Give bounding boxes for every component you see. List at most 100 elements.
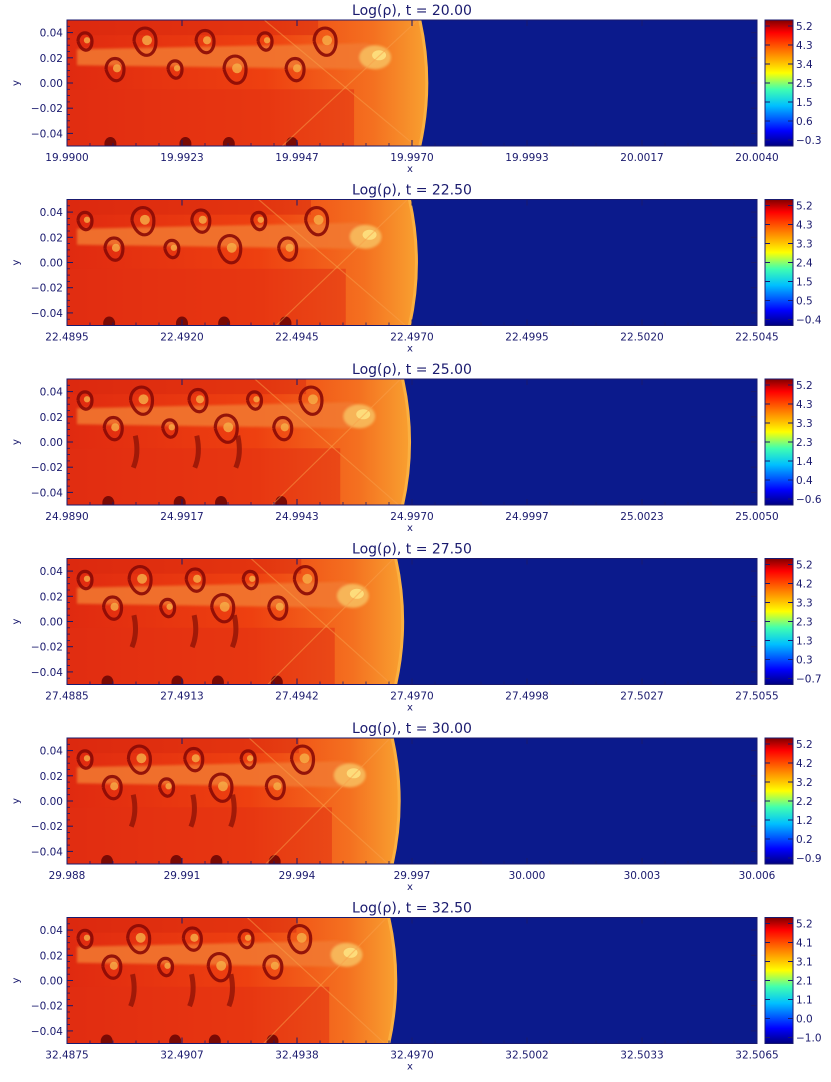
lower-band <box>67 627 335 685</box>
bottom-blob <box>103 316 116 326</box>
dark-streak <box>130 435 140 469</box>
bottom-blob <box>275 496 288 505</box>
eddy <box>210 593 236 624</box>
eddy-core <box>195 395 205 404</box>
eddy-core <box>308 394 318 405</box>
lower-band <box>67 986 330 1044</box>
y-tick-label: 0.04 <box>40 387 64 399</box>
panel-6: Log(ρ), t = 32.50 0.04 0.02 0.00 −0.02 −0.04 y… <box>11 901 822 1073</box>
eddy <box>187 387 209 414</box>
bottom-blob <box>100 1034 113 1044</box>
shock-line <box>254 379 399 505</box>
eddy <box>298 385 324 416</box>
x-axis-label: x <box>407 703 413 714</box>
bottom-blob <box>222 137 235 146</box>
eddy <box>126 744 152 775</box>
colorbar-tick-label: 5.2 <box>796 201 813 213</box>
eddy-core <box>166 603 173 610</box>
colorbar-tick-label: 4.2 <box>796 579 813 591</box>
x-tick-label: 22.5020 <box>620 332 663 344</box>
x-tick-label: 24.9943 <box>275 511 318 523</box>
eddy-core <box>198 215 207 224</box>
density-map <box>67 738 757 864</box>
colorbar-tick-label: −0.7 <box>796 674 822 686</box>
eddy <box>76 31 94 52</box>
eddy <box>181 926 203 952</box>
colorbar-tick-label: 2.5 <box>796 78 813 90</box>
x-tick-label: 22.4920 <box>160 332 203 344</box>
eddy <box>101 954 123 980</box>
eddy-core <box>216 960 227 971</box>
eddy-core <box>202 36 212 45</box>
x-tick-label: 32.5065 <box>735 1050 778 1062</box>
eddy <box>213 413 239 444</box>
y-tick-label: −0.02 <box>31 283 63 295</box>
upper-band <box>67 738 299 754</box>
upper-band <box>67 199 311 215</box>
colorbar-tick-label: 3.1 <box>796 957 813 969</box>
x-tick-label: 19.9970 <box>390 152 433 164</box>
eddy <box>267 595 289 621</box>
density-map <box>67 558 757 685</box>
colorbar-tick-label: 1.4 <box>796 456 813 468</box>
x-tick-label: 19.9993 <box>505 152 548 164</box>
eddy <box>241 569 259 591</box>
eddy-core <box>246 755 254 762</box>
shock-line <box>248 738 389 864</box>
panel-title: Log(ρ), t = 32.50 <box>352 901 472 917</box>
x-tick-label: 24.9997 <box>505 511 548 523</box>
eddy <box>130 206 156 237</box>
dark-streak <box>128 973 137 1008</box>
x-tick-label: 30.003 <box>624 870 661 882</box>
x-tick-label: 20.0017 <box>620 152 663 164</box>
eddy <box>128 385 155 416</box>
shock-line <box>267 558 395 685</box>
x-tick-label: 27.5027 <box>620 691 663 703</box>
eddy-core <box>168 424 175 431</box>
colorbar-tick-label: 0.2 <box>796 834 813 846</box>
eddy-core <box>219 601 230 612</box>
shock-line <box>281 20 419 146</box>
shock-line <box>263 917 388 1044</box>
y-tick-label: 0.02 <box>40 950 63 962</box>
colorbar-tick-label: 1.5 <box>796 97 813 109</box>
y-tick-label: 0.02 <box>40 53 63 65</box>
eddy-core <box>263 37 271 44</box>
eddy-core <box>296 932 307 943</box>
panel-title: Log(ρ), t = 30.00 <box>352 721 472 737</box>
y-tick-label: −0.04 <box>31 846 63 858</box>
dark-streak <box>226 973 235 1008</box>
eddy <box>76 749 94 770</box>
lower-band <box>67 268 346 326</box>
y-tick-label: 0.04 <box>40 925 64 937</box>
x-tick-label: 27.5055 <box>735 691 778 703</box>
x-tick-label: 24.9890 <box>45 511 88 523</box>
y-tick-label: 0.02 <box>40 591 63 603</box>
bottom-blob <box>102 496 115 505</box>
x-tick-label: 32.5002 <box>505 1050 548 1062</box>
eddy-core <box>257 216 264 223</box>
eddy <box>206 952 232 983</box>
bottom-blob <box>208 1034 221 1044</box>
y-tick-label: 0.00 <box>40 796 63 808</box>
eddy <box>208 772 234 803</box>
eddy-core <box>191 754 200 763</box>
eddy <box>159 597 177 619</box>
bottom-blob <box>279 316 292 326</box>
eddy <box>222 54 248 85</box>
eddy <box>156 956 175 978</box>
colorbar-tick-label: 5.2 <box>796 380 813 392</box>
x-tick-label: 24.9970 <box>390 511 433 523</box>
eddy <box>287 924 313 955</box>
eddy <box>166 59 184 80</box>
colorbar-tick-label: 3.3 <box>796 239 813 251</box>
eddy <box>239 749 257 770</box>
eddy-core <box>322 35 333 46</box>
y-tick-label: 0.00 <box>40 437 63 449</box>
shock-line <box>263 20 417 146</box>
eddy-core <box>135 932 146 943</box>
shock-line <box>271 379 401 505</box>
x-tick-label: 25.0050 <box>735 511 778 523</box>
colorbar-tick-label: 2.3 <box>796 617 813 629</box>
bow-shock <box>401 379 412 505</box>
